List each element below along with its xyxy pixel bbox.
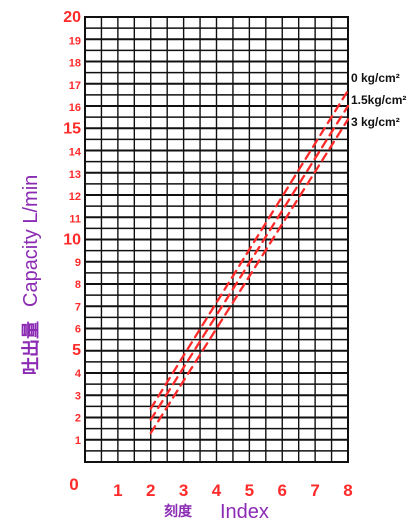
- y-tick-label: 5: [72, 342, 81, 359]
- y-tick-label: 9: [75, 257, 81, 269]
- grid-layer: [84, 16, 349, 463]
- x-tick-label: 2: [146, 481, 155, 500]
- x-tick-label: 3: [179, 481, 188, 500]
- series-label: 3 kg/cm²: [351, 115, 400, 129]
- y-tick-label: 20: [63, 9, 81, 26]
- y-tick-label: 19: [69, 35, 81, 47]
- zero-tick-label: 0: [69, 475, 78, 494]
- y-tick-label: 11: [69, 213, 81, 225]
- x-tick-label: 8: [343, 481, 352, 500]
- series-line: [149, 89, 350, 410]
- y-axis-label-en: Capacity L/min: [20, 175, 42, 307]
- y-axis-label-cjk: 吐出量: [20, 321, 41, 375]
- y-tick-label: 17: [69, 80, 81, 92]
- y-tick-label: 16: [69, 102, 81, 114]
- x-tick-label: 5: [245, 481, 254, 500]
- x-tick-label: 7: [310, 481, 319, 500]
- series-line: [149, 118, 350, 435]
- y-tick-label: 1: [75, 435, 81, 447]
- y-tick-label: 10: [63, 232, 81, 249]
- series-layer: [149, 89, 350, 435]
- y-tick-label: 8: [75, 279, 81, 291]
- y-tick-label: 7: [75, 301, 81, 313]
- y-tick-label: 3: [75, 390, 81, 402]
- y-tick-label: 4: [75, 368, 82, 380]
- y-tick-label: 14: [69, 147, 82, 159]
- x-axis-label-cjk: 刻度: [164, 503, 193, 519]
- y-tick-label: 18: [69, 58, 81, 70]
- y-tick-label: 6: [75, 324, 81, 336]
- x-tick-label: 6: [278, 481, 287, 500]
- y-tick-label: 2: [75, 413, 81, 425]
- y-tick-label: 13: [69, 169, 81, 181]
- series-label: 0 kg/cm²: [351, 71, 400, 85]
- series-line: [149, 104, 350, 421]
- x-tick-label: 1: [113, 481, 122, 500]
- y-tick-label: 12: [69, 191, 81, 203]
- series-label: 1.5kg/cm²: [351, 93, 406, 107]
- y-tick-label: 15: [63, 120, 81, 137]
- series-label-layer: 0 kg/cm² 1.5kg/cm² 3 kg/cm²: [351, 71, 406, 129]
- x-tick-label: 4: [212, 481, 222, 500]
- x-axis-label-en: Index: [220, 501, 269, 523]
